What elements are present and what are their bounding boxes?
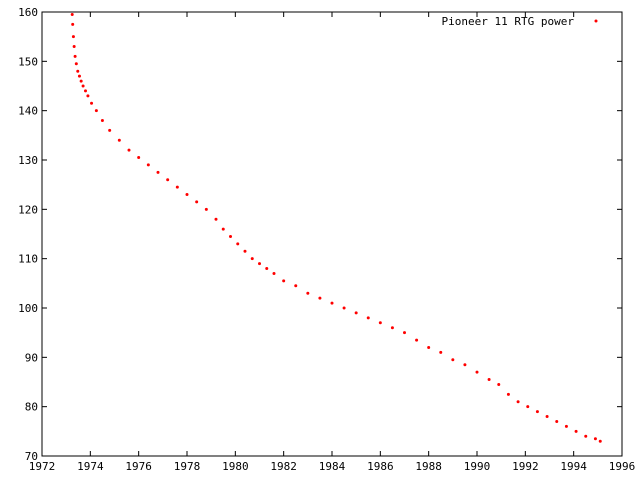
data-point [306, 291, 310, 295]
data-point [354, 311, 358, 315]
data-point [342, 306, 346, 310]
x-tick-label: 1988 [415, 460, 442, 473]
data-point [390, 326, 394, 330]
data-point [282, 279, 286, 283]
data-point [378, 321, 382, 325]
data-point [250, 257, 254, 261]
data-point [497, 382, 501, 386]
data-point [146, 163, 150, 167]
data-point [70, 12, 74, 16]
data-point [506, 392, 510, 396]
data-point [463, 363, 467, 367]
data-point [598, 439, 602, 443]
ticks-layer: 1972 1974 1976 1978 1980 1982 1984 1986 1988 1990… [18, 6, 635, 473]
data-point [272, 271, 276, 275]
data-point [166, 178, 170, 182]
x-tick-label: 1980 [222, 460, 249, 473]
data-point [175, 185, 179, 189]
data-point [204, 207, 208, 211]
data-point [229, 234, 232, 238]
data-point [403, 331, 406, 335]
data-point [84, 89, 87, 93]
points-layer [70, 12, 602, 443]
data-point [86, 94, 90, 98]
data-point [79, 79, 83, 83]
data-point [74, 62, 78, 66]
data-point [81, 84, 85, 88]
data-point [77, 74, 81, 78]
data-point [72, 45, 76, 49]
y-tick-label: 150 [18, 55, 38, 68]
data-point [545, 415, 549, 419]
x-tick-label: 1992 [512, 460, 539, 473]
data-point [318, 296, 322, 300]
data-point [108, 128, 112, 132]
legend: Pioneer 11 RTG power [442, 15, 598, 28]
data-point [265, 267, 269, 271]
y-tick-label: 70 [25, 450, 38, 463]
data-point [439, 350, 443, 354]
data-point [73, 54, 77, 58]
y-tick-label: 160 [18, 6, 38, 19]
y-tick-label: 100 [18, 302, 38, 315]
data-point [451, 358, 455, 362]
x-tick-label: 1994 [560, 460, 587, 473]
x-tick-label: 1972 [29, 460, 56, 473]
x-tick-label: 1974 [77, 460, 104, 473]
data-point [71, 35, 75, 39]
data-point [127, 148, 131, 152]
data-point [90, 101, 94, 105]
x-tick-label: 1976 [125, 460, 152, 473]
data-point [195, 200, 199, 204]
data-point [516, 400, 520, 404]
data-point [117, 138, 121, 142]
y-tick-label: 140 [18, 105, 38, 118]
x-tick-label: 1984 [319, 460, 346, 473]
plot-frame [41, 11, 623, 457]
data-point [330, 301, 334, 305]
data-point [574, 429, 578, 433]
data-point [221, 227, 225, 231]
data-point [71, 22, 75, 26]
x-tick-label: 1982 [270, 460, 297, 473]
data-point [76, 69, 80, 73]
data-point [535, 410, 539, 414]
y-tick-label: 110 [18, 253, 38, 266]
data-point [366, 316, 370, 320]
y-tick-label: 90 [25, 351, 38, 364]
data-point [243, 249, 247, 253]
x-tick-label: 1996 [609, 460, 636, 473]
data-point [185, 193, 189, 197]
data-point [236, 242, 240, 246]
x-tick-label: 1986 [367, 460, 394, 473]
legend-label: Pioneer 11 RTG power [442, 15, 575, 28]
data-point [555, 419, 559, 423]
data-point [100, 119, 104, 123]
x-tick-label: 1990 [464, 460, 491, 473]
data-point [487, 378, 491, 382]
data-point [593, 437, 597, 441]
data-point [156, 170, 160, 174]
y-tick-label: 130 [18, 154, 38, 167]
data-point [427, 345, 431, 349]
data-point [475, 370, 479, 374]
data-point [564, 424, 568, 428]
data-point [526, 405, 530, 409]
data-point [214, 217, 218, 221]
legend-marker [594, 19, 598, 23]
data-point [584, 434, 588, 438]
data-point [94, 109, 98, 113]
y-tick-label: 120 [18, 203, 38, 216]
x-tick-label: 1978 [174, 460, 201, 473]
data-point [415, 338, 419, 342]
data-point [294, 284, 298, 288]
data-point [137, 156, 141, 160]
y-tick-label: 80 [25, 401, 38, 414]
data-point [258, 262, 261, 266]
